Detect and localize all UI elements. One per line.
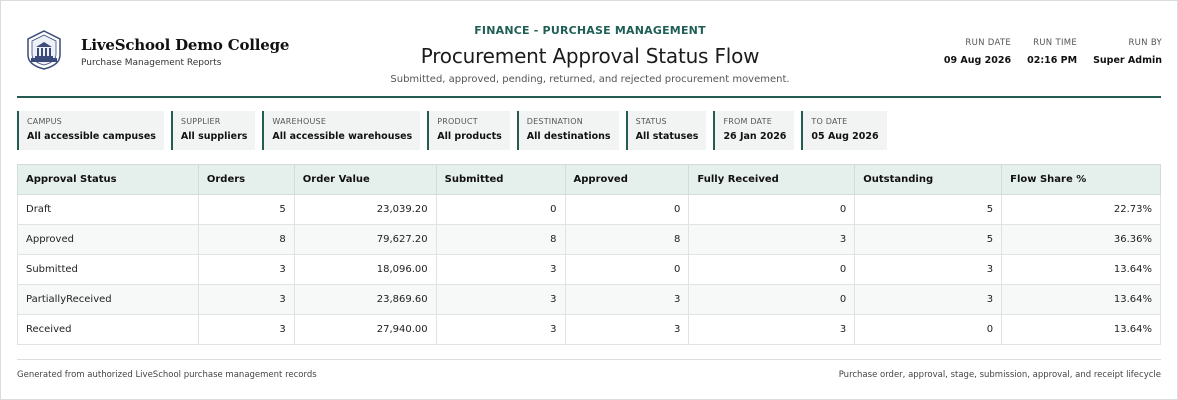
page-title: Procurement Approval Status Flow — [420, 44, 760, 68]
filter-value: All suppliers — [180, 131, 248, 142]
table-cell: 22.73% — [1001, 194, 1161, 225]
report-heading: FINANCE - PURCHASE MANAGEMENT Procuremen… — [340, 24, 840, 85]
table-cell: 0 — [854, 314, 1003, 345]
filter-status[interactable]: STATUS All statuses — [625, 111, 707, 150]
college-name: LiveSchool Demo College — [81, 36, 290, 54]
table-cell: 0 — [435, 194, 566, 225]
run-time-value: 02:16 PM — [1027, 55, 1078, 66]
table-cell: Submitted — [17, 254, 199, 285]
table-cell: 0 — [688, 284, 856, 315]
table-cell: PartiallyReceived — [17, 284, 199, 315]
filter-label: PRODUCT — [437, 117, 478, 126]
table-cell: 0 — [564, 254, 690, 285]
table-cell: 23,869.60 — [293, 284, 437, 315]
filter-value: 26 Jan 2026 — [723, 131, 787, 142]
table-cell: 5 — [197, 194, 295, 225]
filter-label: DESTINATION — [526, 117, 583, 126]
table-cell: 3 — [197, 314, 295, 345]
run-time-label: RUN TIME — [1033, 38, 1078, 48]
table-cell: 8 — [435, 224, 566, 255]
column-header[interactable]: Approved — [564, 164, 690, 195]
table-cell: 3 — [854, 284, 1003, 315]
column-header[interactable]: Order Value — [293, 164, 437, 195]
filter-bar: CAMPUS All accessible campuses SUPPLIER … — [17, 111, 887, 150]
college-crest-icon — [27, 30, 61, 70]
column-header[interactable]: Outstanding — [854, 164, 1003, 195]
run-meta: RUN DATE 09 Aug 2026 RUN TIME 02:16 PM R… — [944, 38, 1162, 66]
column-header[interactable]: Submitted — [435, 164, 566, 195]
table-cell: 0 — [688, 194, 856, 225]
footer-scope-note: Purchase order, approval, stage, submiss… — [838, 370, 1161, 380]
table-row: Received 3 27,940.00 3 3 3 0 13.64% — [17, 314, 1161, 345]
table-cell: Approved — [17, 224, 199, 255]
filter-warehouse[interactable]: WAREHOUSE All accessible warehouses — [262, 111, 421, 150]
table-row: Approved 8 79,627.20 8 8 3 5 36.36% — [17, 224, 1161, 255]
page-subtitle: Submitted, approved, pending, returned, … — [390, 74, 790, 85]
run-by-value: Super Admin — [1093, 55, 1162, 66]
table-row: Draft 5 23,039.20 0 0 0 5 22.73% — [17, 194, 1161, 225]
table-cell: 27,940.00 — [293, 314, 437, 345]
column-header[interactable]: Orders — [197, 164, 295, 195]
table-cell: 3 — [197, 284, 295, 315]
filter-destination[interactable]: DESTINATION All destinations — [516, 111, 619, 150]
header-divider — [17, 96, 1161, 98]
table-cell: 0 — [688, 254, 856, 285]
filter-product[interactable]: PRODUCT All products — [427, 111, 510, 150]
run-by-label: RUN BY — [1128, 38, 1162, 48]
column-header[interactable]: Fully Received — [688, 164, 856, 195]
table-cell: 13.64% — [1001, 314, 1161, 345]
filter-value: All products — [437, 131, 502, 142]
filter-campus[interactable]: CAMPUS All accessible campuses — [17, 111, 164, 150]
filter-label: SUPPLIER — [180, 117, 221, 126]
table-cell: 3 — [564, 314, 690, 345]
filter-value: All statuses — [635, 131, 699, 142]
reports-label: Purchase Management Reports — [81, 58, 222, 68]
table-cell: Received — [17, 314, 199, 345]
run-date-label: RUN DATE — [965, 38, 1012, 48]
table-cell: 3 — [197, 254, 295, 285]
table-header-row: Approval Status Orders Order Value Submi… — [17, 164, 1161, 195]
table-cell: 18,096.00 — [293, 254, 437, 285]
table-cell: 3 — [688, 314, 856, 345]
table-cell: 3 — [435, 254, 566, 285]
filter-supplier[interactable]: SUPPLIER All suppliers — [170, 111, 256, 150]
filter-label: STATUS — [635, 117, 667, 126]
column-header[interactable]: Approval Status — [17, 164, 199, 195]
approval-status-table: Approval Status Orders Order Value Submi… — [17, 164, 1161, 345]
filter-value: 05 Aug 2026 — [811, 131, 879, 142]
table-cell: 8 — [564, 224, 690, 255]
table-cell: 5 — [854, 224, 1003, 255]
table-cell: 3 — [435, 314, 566, 345]
table-cell: 13.64% — [1001, 284, 1161, 315]
brand-block: LiveSchool Demo College Purchase Managem… — [23, 29, 289, 71]
table-cell: Draft — [17, 194, 199, 225]
filter-value: All destinations — [526, 131, 611, 142]
table-cell: 3 — [435, 284, 566, 315]
filter-label: TO DATE — [811, 117, 848, 126]
table-cell: 3 — [564, 284, 690, 315]
table-row: Submitted 3 18,096.00 3 0 0 3 13.64% — [17, 254, 1161, 285]
table-cell: 5 — [854, 194, 1003, 225]
filter-from-date[interactable]: FROM DATE 26 Jan 2026 — [713, 111, 795, 150]
table-cell: 8 — [197, 224, 295, 255]
filter-label: CAMPUS — [27, 117, 62, 126]
section-eyebrow: FINANCE - PURCHASE MANAGEMENT — [474, 24, 706, 37]
run-date-value: 09 Aug 2026 — [943, 55, 1012, 66]
table-row: PartiallyReceived 3 23,869.60 3 3 0 3 13… — [17, 284, 1161, 315]
table-cell: 23,039.20 — [293, 194, 437, 225]
table-cell: 3 — [688, 224, 856, 255]
table-cell: 13.64% — [1001, 254, 1161, 285]
table-cell: 36.36% — [1001, 224, 1161, 255]
filter-label: FROM DATE — [723, 117, 772, 126]
filter-to-date[interactable]: TO DATE 05 Aug 2026 — [801, 111, 887, 150]
table-cell: 79,627.20 — [293, 224, 437, 255]
filter-value: All accessible warehouses — [272, 131, 413, 142]
filter-label: WAREHOUSE — [272, 117, 327, 126]
table-cell: 0 — [564, 194, 690, 225]
filter-value: All accessible campuses — [27, 131, 156, 142]
column-header[interactable]: Flow Share % — [1001, 164, 1161, 195]
table-cell: 3 — [854, 254, 1003, 285]
footer-divider — [17, 359, 1161, 360]
footer-source-note: Generated from authorized LiveSchool pur… — [17, 370, 317, 380]
